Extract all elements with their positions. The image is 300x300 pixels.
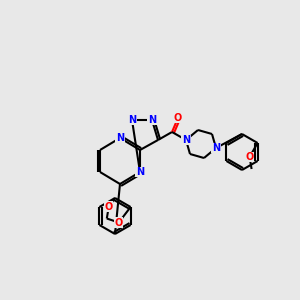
Text: N: N — [136, 167, 144, 177]
Text: N: N — [212, 143, 220, 153]
Text: N: N — [116, 133, 124, 143]
Text: N: N — [148, 115, 156, 125]
Text: N: N — [182, 135, 190, 145]
Text: O: O — [105, 202, 113, 212]
Text: N: N — [128, 115, 136, 125]
Text: O: O — [115, 218, 123, 227]
Text: O: O — [245, 152, 254, 162]
Text: O: O — [174, 113, 182, 123]
